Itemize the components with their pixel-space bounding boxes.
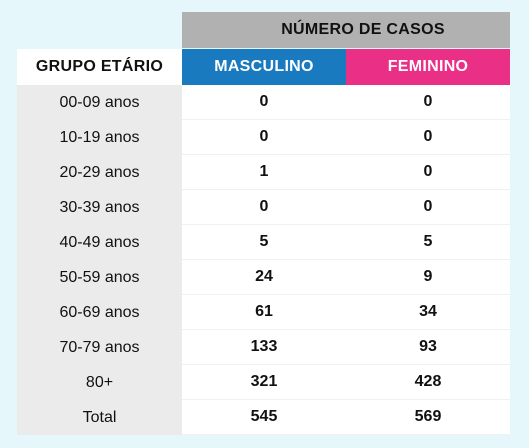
male-header: MASCULINO <box>182 49 346 85</box>
column-header-row: GRUPO ETÁRIO MASCULINO FEMININO <box>17 49 510 85</box>
age-group-cell: 00-09 anos <box>17 85 182 120</box>
male-total-cell: 545 <box>182 400 346 435</box>
male-count-cell: 24 <box>182 260 346 295</box>
male-count-cell: 61 <box>182 295 346 330</box>
male-count-cell: 133 <box>182 330 346 365</box>
female-header: FEMININO <box>346 49 510 85</box>
table-body: 00-09 anos 0 0 10-19 anos 0 0 20-29 anos… <box>17 85 510 435</box>
age-group-cell: 10-19 anos <box>17 120 182 155</box>
female-count-cell: 0 <box>346 190 510 225</box>
age-group-cell: 40-49 anos <box>17 225 182 260</box>
male-count-cell: 0 <box>182 190 346 225</box>
table-row: 80+ 321 428 <box>17 365 510 400</box>
table-row: 50-59 anos 24 9 <box>17 260 510 295</box>
table-row: 60-69 anos 61 34 <box>17 295 510 330</box>
table-row: 20-29 anos 1 0 <box>17 155 510 190</box>
table-row: 30-39 anos 0 0 <box>17 190 510 225</box>
female-count-cell: 93 <box>346 330 510 365</box>
cases-by-age-table: NÚMERO DE CASOS GRUPO ETÁRIO MASCULINO F… <box>17 12 510 435</box>
age-group-cell: 70-79 anos <box>17 330 182 365</box>
male-count-cell: 321 <box>182 365 346 400</box>
male-count-cell: 0 <box>182 120 346 155</box>
female-total-cell: 569 <box>346 400 510 435</box>
table-row: 10-19 anos 0 0 <box>17 120 510 155</box>
male-count-cell: 0 <box>182 85 346 120</box>
age-group-cell: 80+ <box>17 365 182 400</box>
male-count-cell: 1 <box>182 155 346 190</box>
age-group-cell: 20-29 anos <box>17 155 182 190</box>
age-group-cell: 60-69 anos <box>17 295 182 330</box>
cases-count-header: NÚMERO DE CASOS <box>182 12 510 48</box>
age-group-cell: 50-59 anos <box>17 260 182 295</box>
female-count-cell: 9 <box>346 260 510 295</box>
male-count-cell: 5 <box>182 225 346 260</box>
table-total-row: Total 545 569 <box>17 400 510 435</box>
female-count-cell: 34 <box>346 295 510 330</box>
female-count-cell: 0 <box>346 120 510 155</box>
age-group-header: GRUPO ETÁRIO <box>17 49 182 85</box>
table-row: 00-09 anos 0 0 <box>17 85 510 120</box>
female-count-cell: 0 <box>346 85 510 120</box>
female-count-cell: 5 <box>346 225 510 260</box>
table-row: 40-49 anos 5 5 <box>17 225 510 260</box>
total-label-cell: Total <box>17 400 182 435</box>
female-count-cell: 428 <box>346 365 510 400</box>
table-row: 70-79 anos 133 93 <box>17 330 510 365</box>
female-count-cell: 0 <box>346 155 510 190</box>
age-group-cell: 30-39 anos <box>17 190 182 225</box>
